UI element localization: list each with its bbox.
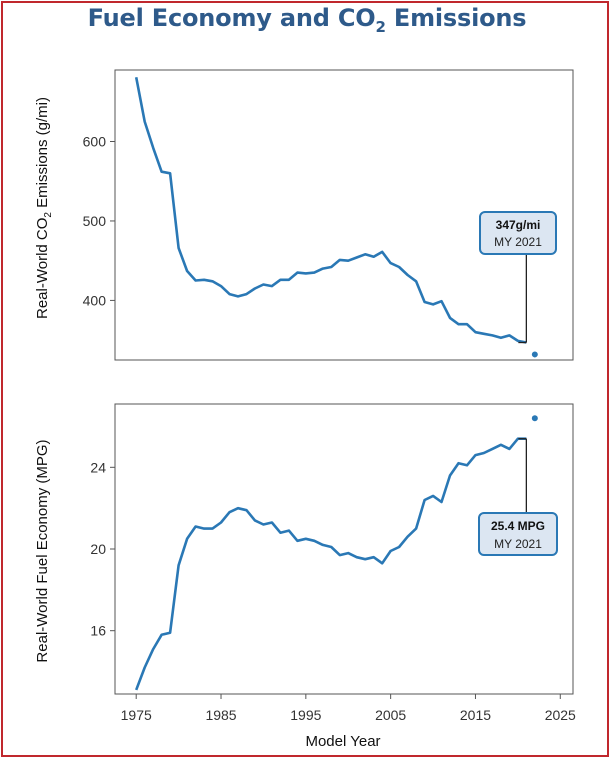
x-axis-label: Model Year [305, 733, 380, 750]
mpg-callout-label: MY 2021 [494, 537, 542, 551]
co2-ytick-label: 400 [83, 292, 107, 308]
co2-y-axis-label: Real-World CO2 Emissions (g/mi) [34, 97, 54, 319]
xtick-label: 2025 [545, 707, 576, 723]
page-title: Fuel Economy and CO2 Emissions [87, 4, 527, 36]
co2-ytick-label: 500 [83, 213, 107, 229]
co2-y-axis: 400 500 600 [83, 134, 115, 308]
mpg-2022-point [531, 415, 538, 422]
co2-ytick-label: 600 [83, 134, 107, 150]
mpg-ytick-label: 16 [90, 623, 106, 639]
co2-plot-frame [114, 69, 574, 361]
mpg-ytick-label: 24 [90, 459, 106, 475]
co2-callout-value: 347g/mi [496, 218, 541, 232]
mpg-ytick-label: 20 [90, 541, 106, 557]
mpg-callout-value: 25.4 MPG [491, 519, 545, 533]
xtick-label: 2015 [460, 707, 491, 723]
x-axis: 1975 1985 1995 2005 2015 2025 [121, 694, 576, 723]
co2-callout-box [479, 211, 557, 255]
mpg-series-line [134, 437, 527, 691]
mpg-y-axis-label: Real-World Fuel Economy (MPG) [34, 439, 51, 662]
co2-callout: 347g/mi MY 2021 [479, 211, 557, 255]
co2-series-line [134, 76, 527, 344]
co2-2022-point [531, 351, 538, 358]
xtick-label: 1975 [121, 707, 152, 723]
xtick-label: 1985 [205, 707, 236, 723]
co2-callout-label: MY 2021 [494, 235, 542, 249]
xtick-label: 2005 [375, 707, 406, 723]
mpg-callout-box [478, 512, 558, 556]
xtick-label: 1995 [290, 707, 321, 723]
mpg-y-axis: 16 20 24 [90, 459, 115, 639]
mpg-callout: 25.4 MPG MY 2021 [478, 512, 558, 556]
